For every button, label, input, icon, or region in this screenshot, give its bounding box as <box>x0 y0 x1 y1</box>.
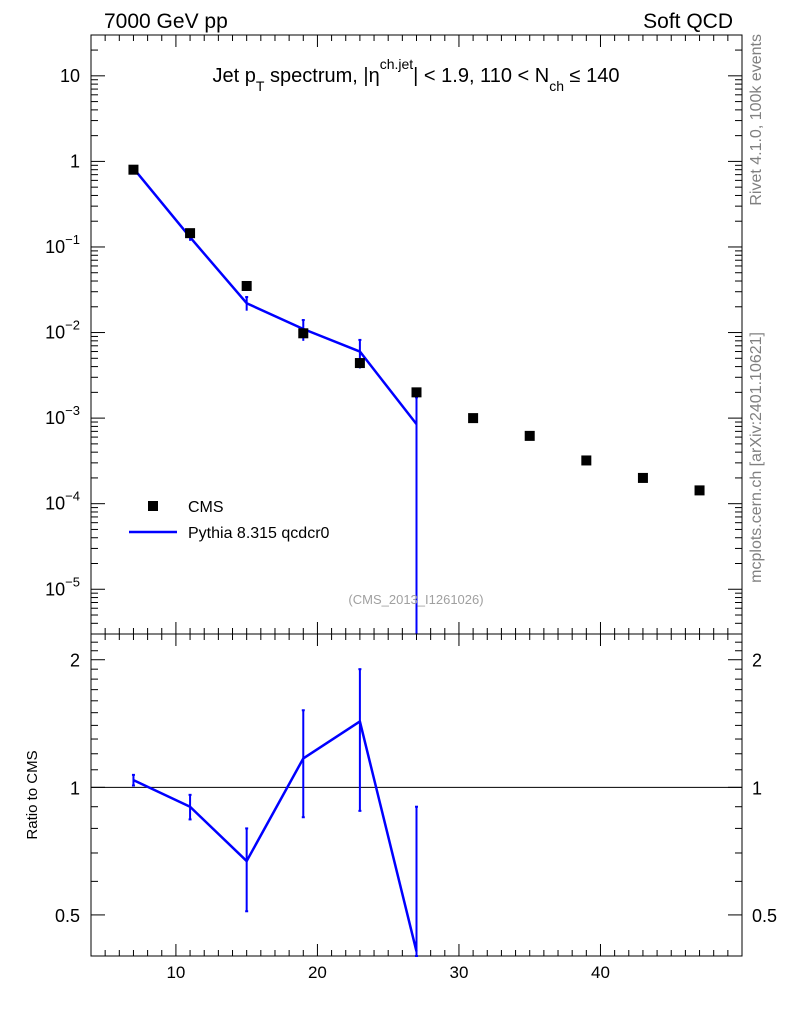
side-text-top: Rivet 4.1.0, 100k events <box>748 34 765 206</box>
main-x-ticks <box>90 35 743 634</box>
title-part-c: | < 1.9, 110 < N <box>413 65 549 87</box>
x-tick-label: 20 <box>308 963 327 982</box>
y-tick-label-exponent: −1 <box>65 232 80 247</box>
cms-data-point <box>128 164 139 175</box>
cms-data-point <box>468 413 479 424</box>
title-part-a: Jet p <box>213 65 256 87</box>
ratio-y-tick-label-left: 1 <box>70 778 80 798</box>
cms-data-point <box>581 455 592 466</box>
y-tick-label-exponent: −4 <box>65 489 80 504</box>
y-tick-label-base: 10 <box>45 237 65 257</box>
legend-label-pythia: Pythia 8.315 qcdcr0 <box>188 525 330 542</box>
y-tick-label-exponent: −2 <box>65 318 80 333</box>
legend-label-cms: CMS <box>188 499 224 516</box>
main-title: Jet pT spectrum, |ηch.jet| < 1.9, 110 < … <box>213 56 620 94</box>
y-tick-label-exponent: −3 <box>65 403 80 418</box>
y-tick-label: 10−1 <box>45 232 80 257</box>
y-tick-label-base: 10 <box>45 579 65 599</box>
y-tick-label-base: 10 <box>45 494 65 514</box>
y-tick-label-exponent: −5 <box>65 574 80 589</box>
y-tick-label-base: 10 <box>60 66 80 86</box>
title-sub-a: T <box>256 78 265 94</box>
cms-data-point <box>694 485 705 496</box>
title-part-d: ≤ 140 <box>564 65 619 87</box>
cms-data-point <box>354 358 365 369</box>
title-part-b: spectrum, |η <box>264 65 379 87</box>
header-left: 7000 GeV pp <box>104 10 228 33</box>
cms-data-point <box>411 387 422 398</box>
ratio-y-tick-label-left: 0.5 <box>55 906 80 926</box>
cms-data-point <box>524 430 535 441</box>
ratio-panel: 10 20 30 40 0.5 0.5 1 1 2 2 Ratio to CMS <box>24 633 777 982</box>
analysis-label: (CMS_2013_I1261026) <box>348 592 483 607</box>
legend: CMS Pythia 8.315 qcdcr0 <box>129 499 330 542</box>
cms-data-point <box>241 280 252 291</box>
ratio-y-tick-label-right: 1 <box>752 778 762 798</box>
title-sup-b: ch.jet <box>380 56 414 72</box>
cms-data-point <box>298 328 309 339</box>
ratio-y-tick-label-right: 2 <box>752 651 762 671</box>
x-tick-label: 10 <box>166 963 185 982</box>
x-tick-label: 30 <box>449 963 468 982</box>
y-tick-label: 10−5 <box>45 574 80 599</box>
main-marks <box>128 164 705 634</box>
y-tick-label-base: 10 <box>45 323 65 343</box>
cms-data-point <box>185 228 196 239</box>
ratio-x-ticks: 10 20 30 40 <box>90 634 743 982</box>
legend-marker-cms <box>148 501 158 511</box>
pythia-series-line <box>132 167 418 425</box>
x-tick-label: 40 <box>591 963 610 982</box>
y-tick-label: 10−2 <box>45 318 80 343</box>
ratio-y-tick-label-right: 0.5 <box>752 906 777 926</box>
y-tick-label-base: 1 <box>70 151 80 171</box>
title-sub-c: ch <box>549 78 564 94</box>
ratio-series-line <box>132 720 418 952</box>
y-tick-label: 10 <box>60 66 80 86</box>
ratio-marks <box>91 668 742 957</box>
y-tick-label: 1 <box>70 151 80 171</box>
ratio-y-axis-label: Ratio to CMS <box>24 750 41 839</box>
header-right: Soft QCD <box>643 10 733 33</box>
ratio-y-tick-label-left: 2 <box>70 651 80 671</box>
y-tick-label-base: 10 <box>45 408 65 428</box>
cms-data-point <box>637 472 648 483</box>
y-tick-label: 10−3 <box>45 403 80 428</box>
side-text-bottom: mcplots.cern.ch [arXiv:2401.10621] <box>748 332 765 583</box>
y-tick-label: 10−4 <box>45 489 80 514</box>
